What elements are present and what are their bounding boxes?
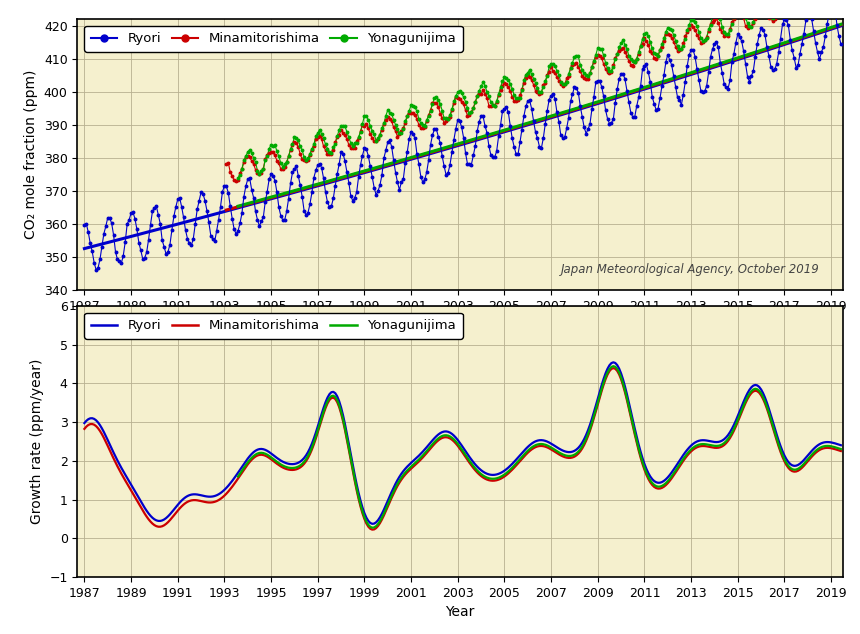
Y-axis label: Growth rate (ppm/year): Growth rate (ppm/year) xyxy=(30,359,44,524)
Legend: Ryori, Minamitorishima, Yonagunijima: Ryori, Minamitorishima, Yonagunijima xyxy=(84,313,463,339)
X-axis label: Year: Year xyxy=(445,605,475,619)
Text: Japan Meteorological Agency, October 2019: Japan Meteorological Agency, October 201… xyxy=(561,263,820,276)
Legend: Ryori, Minamitorishima, Yonagunijima: Ryori, Minamitorishima, Yonagunijima xyxy=(84,25,463,52)
Y-axis label: CO₂ mole fraction (ppm): CO₂ mole fraction (ppm) xyxy=(24,70,38,239)
